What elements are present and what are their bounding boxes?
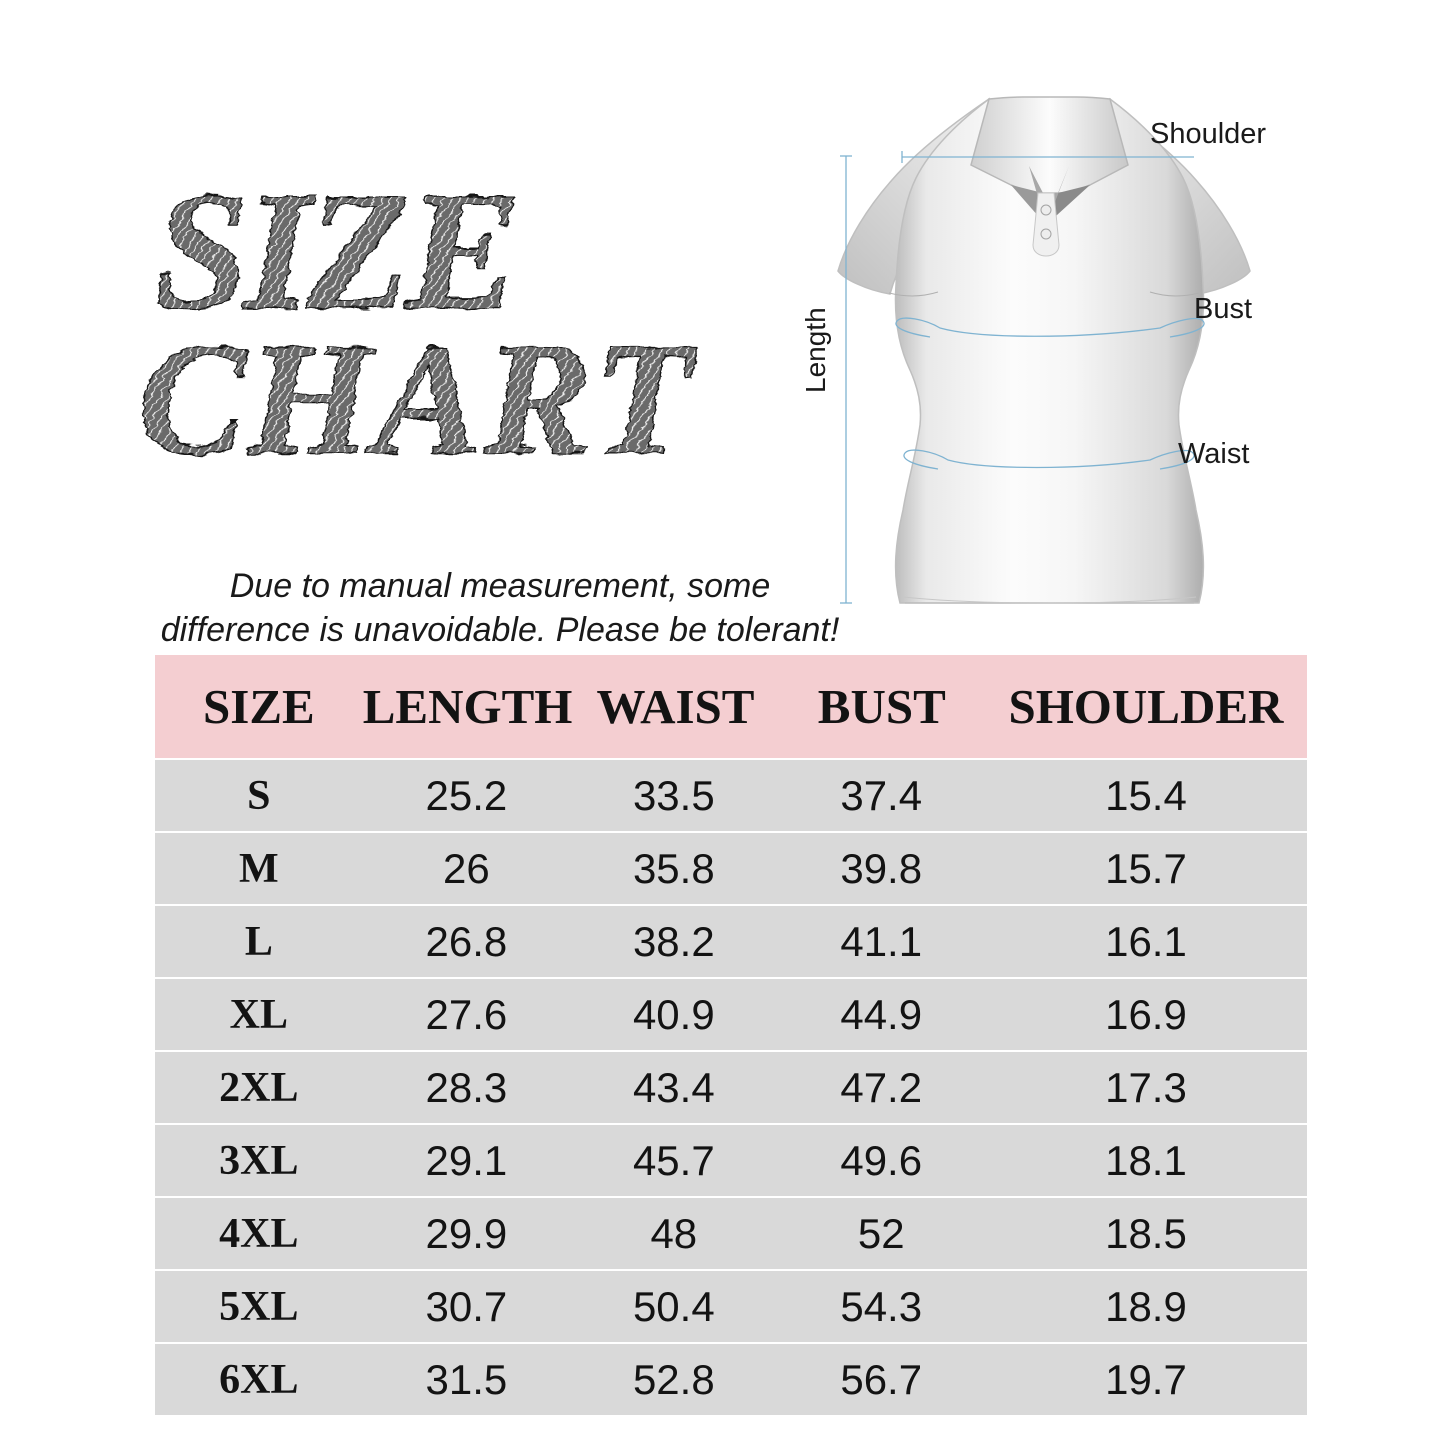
svg-text:CHART: CHART bbox=[138, 310, 697, 460]
